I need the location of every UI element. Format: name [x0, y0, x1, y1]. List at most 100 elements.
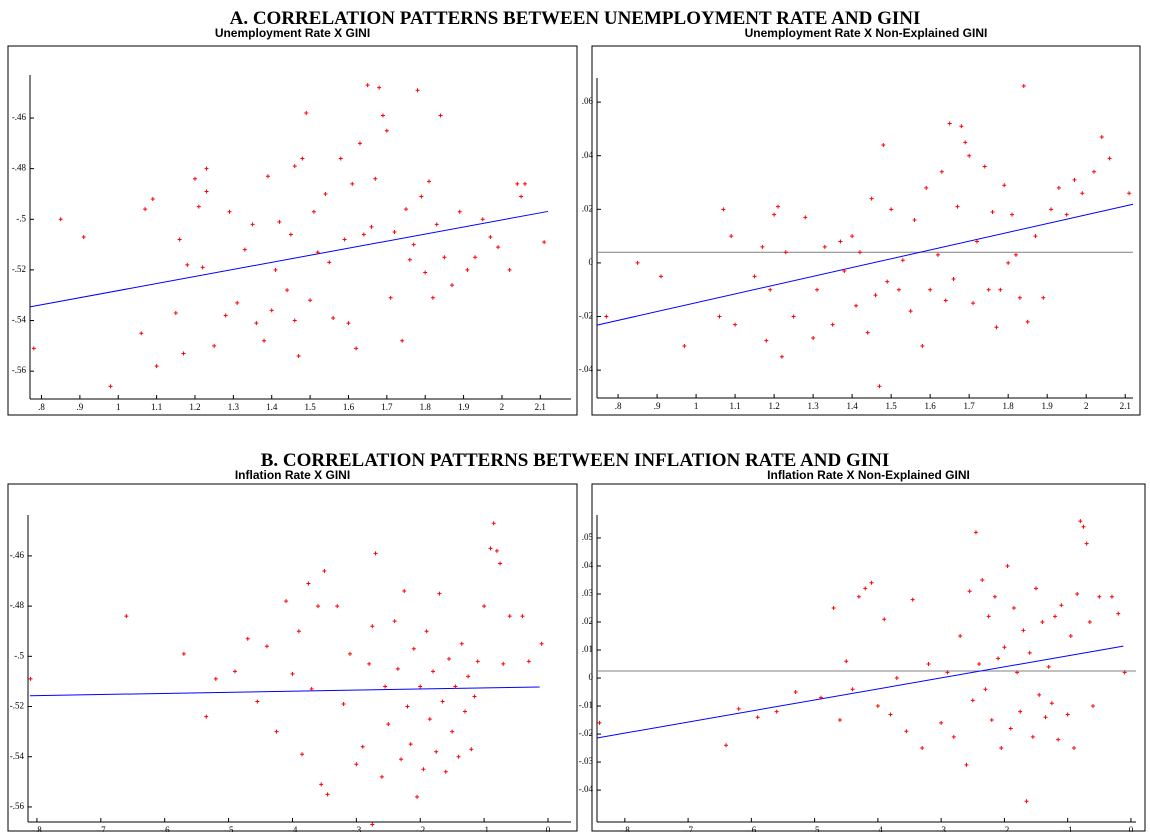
point	[472, 694, 477, 699]
x-tick-label: 1.3	[807, 401, 819, 411]
point	[515, 181, 520, 186]
chart-title: Unemployment Rate X GINI	[215, 26, 370, 40]
point	[682, 344, 687, 349]
point	[418, 684, 423, 689]
point	[803, 215, 808, 220]
point	[774, 709, 779, 714]
point	[539, 641, 544, 646]
point	[1005, 563, 1010, 568]
point	[28, 676, 33, 681]
point	[58, 217, 63, 222]
panel-frame	[591, 45, 1141, 416]
point	[1024, 799, 1029, 804]
point	[342, 237, 347, 242]
point	[473, 255, 478, 260]
point	[357, 141, 362, 146]
panel-frame	[591, 483, 1146, 832]
point	[920, 344, 925, 349]
point	[264, 644, 269, 649]
point	[361, 232, 366, 237]
point	[1034, 586, 1039, 591]
point	[990, 210, 995, 215]
point	[177, 237, 182, 242]
point	[1053, 614, 1058, 619]
panel-frame	[7, 45, 578, 416]
point	[404, 207, 409, 212]
point	[935, 252, 940, 257]
point	[977, 662, 982, 667]
point	[498, 561, 503, 566]
y-tick-label: .01	[582, 644, 593, 654]
point	[928, 287, 933, 292]
point	[986, 287, 991, 292]
point	[904, 729, 909, 734]
point	[900, 258, 905, 263]
point	[881, 143, 886, 148]
x-tick-label: 0	[546, 825, 551, 832]
x-tick-label: .9	[654, 401, 661, 411]
point	[150, 197, 155, 202]
point	[842, 268, 847, 273]
point	[459, 641, 464, 646]
y-tick-label: -.03	[579, 756, 594, 766]
y-tick-label: -.5	[14, 650, 24, 660]
point	[1056, 737, 1061, 742]
point	[1081, 524, 1086, 529]
point	[1049, 207, 1054, 212]
x-tick-label: -.7	[96, 825, 106, 832]
point	[959, 124, 964, 129]
point	[1059, 603, 1064, 608]
point	[354, 346, 359, 351]
y-tick-label: -.56	[10, 801, 25, 811]
point	[526, 659, 531, 664]
point	[1091, 169, 1096, 174]
y-tick-label: -.48	[10, 600, 25, 610]
point	[462, 709, 467, 714]
x-tick-label: 2.1	[1120, 401, 1131, 411]
point	[1056, 185, 1061, 190]
point	[973, 530, 978, 535]
x-tick-label: 1	[116, 402, 121, 412]
y-tick-label: -.52	[12, 264, 26, 274]
y-tick-label: -.5	[16, 213, 26, 223]
point	[491, 521, 496, 526]
point	[250, 222, 255, 227]
point	[300, 752, 305, 757]
point	[494, 548, 499, 553]
point	[1002, 645, 1007, 650]
point	[877, 384, 882, 389]
point	[319, 782, 324, 787]
point	[967, 153, 972, 158]
point	[999, 746, 1004, 751]
x-tick-label: 1.3	[228, 402, 240, 412]
point	[139, 331, 144, 336]
point	[360, 744, 365, 749]
chart-title: Unemployment Rate X Non-Explained GINI	[745, 26, 988, 40]
point	[411, 646, 416, 651]
x-tick-label: -.2	[1000, 825, 1010, 832]
y-tick-label: -.54	[10, 751, 25, 761]
point	[729, 234, 734, 239]
point	[440, 699, 445, 704]
point	[604, 314, 609, 319]
point	[405, 704, 410, 709]
point	[304, 110, 309, 115]
point	[1068, 634, 1073, 639]
point	[377, 85, 382, 90]
point	[939, 169, 944, 174]
point	[323, 191, 328, 196]
point	[885, 279, 890, 284]
point	[1033, 234, 1038, 239]
point	[943, 298, 948, 303]
point	[1107, 156, 1112, 161]
point	[200, 265, 205, 270]
chart-title: Inflation Rate X Non-Explained GINI	[767, 468, 970, 482]
y-tick-label: -.04	[579, 784, 594, 794]
point	[346, 321, 351, 326]
point	[383, 684, 388, 689]
point	[1078, 519, 1083, 524]
point	[910, 597, 915, 602]
point	[1087, 620, 1092, 625]
x-tick-label: 1.8	[420, 402, 432, 412]
fit-line	[596, 203, 1134, 326]
